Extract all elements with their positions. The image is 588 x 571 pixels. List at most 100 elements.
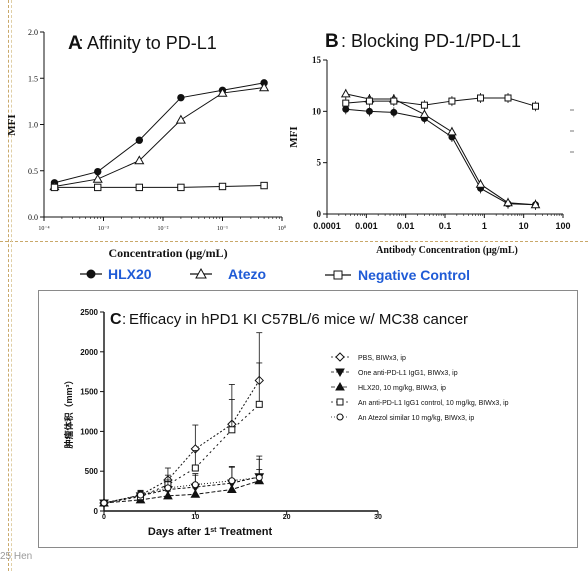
panel-c-y-tick-label: 2000 [80, 348, 98, 357]
panel-a-data-point [175, 114, 186, 124]
panel-b-series-line [345, 93, 536, 206]
panel-b-y-tick-label: 0 [317, 209, 322, 219]
panel-c-y-tick-label: 0 [94, 507, 99, 516]
panel-c-frame [38, 290, 578, 548]
panel-c-x-tick-label: 20 [283, 514, 291, 521]
legend-ab-label: HLX20 [108, 266, 152, 282]
panel-b-title: Blocking PD-1/PD-L1 [351, 31, 521, 51]
panel-a-data-point [260, 181, 268, 190]
panel-b-y-tick-label: 15 [312, 55, 322, 65]
panel-b-letter: B [325, 31, 339, 52]
panel-c-series-line [103, 477, 260, 504]
panel-b-data-point [504, 94, 512, 102]
panel-b-data-point [503, 197, 513, 207]
panel-c-x-axis-label: Days after 1st Treatment [148, 526, 273, 538]
panel-b-data-point [447, 126, 457, 136]
panel-b-data-point [365, 107, 373, 115]
panel-a-x-tick-label: 10⁻³ [98, 226, 109, 232]
panel-a-data-point [134, 155, 145, 165]
panel-c-x-tick-label: 0 [102, 514, 106, 521]
legend-ab: HLX20 Atezo Negative Control [80, 266, 470, 283]
panel-b-y-tick-label: 10 [312, 106, 322, 116]
panel-c-data-point [255, 400, 263, 408]
panel-c-chart: 0 500 1000 1500 2000 2500 0 10 20 30 C: Efficacy in… [63, 308, 509, 538]
panel-a-x-tick-label: 10⁻⁴ [38, 226, 49, 232]
panel-c-series-line [103, 476, 260, 504]
panel-b-data-point [420, 101, 428, 109]
legend-ab-marker [86, 269, 96, 279]
panel-c-data-point [164, 484, 172, 492]
panel-b-x-tick-label: 100 [555, 221, 570, 231]
panel-b-data-point [532, 102, 540, 110]
panel-a-data-point [92, 173, 103, 183]
panel-b-y-tick-label: 5 [317, 158, 322, 168]
panel-c-data-point [137, 491, 145, 499]
panel-a-title: Affinity to PD-L1 [87, 33, 217, 53]
panel-c-data-point [191, 481, 199, 489]
panel-a-data-point [218, 182, 227, 191]
panel-c-x-tick-label: 10 [191, 514, 199, 521]
panel-a-data-point [135, 136, 144, 144]
panel-c-legend-marker [336, 398, 344, 406]
layout-guide-horizontal [0, 241, 588, 242]
panel-b-data-point [390, 108, 398, 116]
panel-c-x-tick-label: 30 [374, 514, 382, 521]
layout-guide-vertical-2 [11, 0, 12, 571]
panel-c-legend-marker [335, 381, 345, 391]
panel-a-data-point [94, 183, 102, 192]
panel-b-data-point [477, 94, 485, 102]
panel-c-series-line [103, 403, 260, 504]
panel-b-x-tick-label: 0.0001 [313, 221, 341, 231]
panel-c-legend-label: An Atezol similar 10 mg/kg, BIWx3, ip [358, 415, 474, 422]
panel-c-legend-label: PBS, BIWx3, ip [358, 355, 406, 362]
panel-c-legend-label: An anti-PD-L1 IgG1 control, 10 mg/kg, BI… [358, 400, 509, 407]
panel-b-data-point [365, 97, 373, 105]
panel-a-data-point [135, 183, 144, 192]
panel-a-x-tick-label: 10⁻² [158, 226, 169, 232]
panel-c-legend-marker [335, 352, 345, 362]
panel-c-series-line [103, 380, 260, 504]
footer-note: 25 Hen [0, 551, 33, 562]
panel-b-data-point [390, 97, 398, 105]
panel-c-data-point [100, 499, 108, 507]
legend-ab-label: Negative Control [358, 267, 470, 283]
panel-a-y-tick-label: 2.0 [28, 28, 38, 37]
panel-c-y-tick-label: 2500 [80, 308, 98, 317]
panel-a-data-point [217, 87, 228, 97]
panel-a-letter: A [68, 33, 82, 54]
panel-a-y-tick-label: 0.0 [28, 213, 38, 222]
panel-c-y-tick-label: 500 [85, 467, 99, 476]
panel-a-x-axis-label: Concentration (μg/mL) [108, 246, 227, 260]
panel-c-title-colon: : [122, 311, 126, 328]
panel-c-title: Efficacy in hPD1 KI C57BL/6 mice w/ MC38… [129, 311, 468, 328]
panel-a-x-tick-label: 10⁰ [278, 225, 287, 232]
panel-c-legend-label: One anti-PD-L1 IgG1, BIWx3, ip [358, 370, 458, 377]
panel-b-data-point [419, 109, 430, 118]
panel-a-data-point [50, 183, 59, 192]
panel-b-x-tick-label: 10 [519, 221, 529, 231]
panel-b-data-point [475, 179, 486, 188]
panel-b-chart: 0 5 10 15 0.0001 0.001 0.01 0.1 1 10 100 B: Blocking… [288, 31, 574, 256]
panel-c-data-point [255, 474, 263, 482]
panel-b-x-tick-label: 0.1 [439, 221, 452, 231]
panel-a-chart: 0.0 0.5 1.0 1.5 2.0 10⁻⁴ 10⁻³ 10⁻² 10⁻¹ 10⁰ A Affin… [6, 28, 287, 260]
panel-a-title-colon: : [78, 33, 83, 53]
panel-c-data-point [228, 477, 236, 485]
panel-b-data-point [530, 199, 541, 209]
panel-a-series-line [54, 82, 265, 184]
panel-b-data-point [448, 97, 456, 105]
panel-b-x-tick-label: 0.001 [355, 221, 378, 231]
panel-a-data-point [177, 93, 185, 102]
panel-a-x-tick-label: 10⁻¹ [217, 226, 228, 232]
legend-ab-label: Atezo [228, 266, 266, 282]
panel-b-series-line [345, 108, 536, 206]
panel-a-y-axis-label: MFI [6, 114, 18, 135]
panel-c-data-point [163, 490, 173, 500]
panel-b-series-line [345, 97, 536, 107]
panel-c-series-line [103, 480, 260, 504]
panel-a-y-tick-label: 1.0 [28, 121, 38, 130]
panel-c-legend-marker [335, 368, 345, 378]
panel-b-x-tick-label: 0.01 [397, 221, 415, 231]
legend-ab-marker [333, 270, 343, 280]
